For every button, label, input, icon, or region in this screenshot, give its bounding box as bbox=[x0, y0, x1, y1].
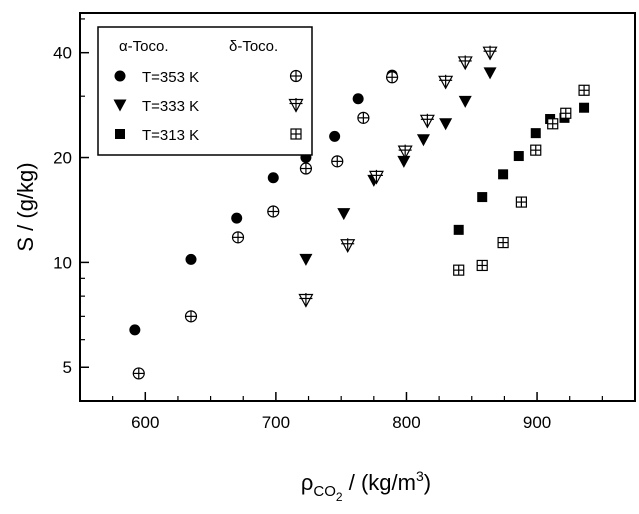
x-axis-title-rest: / (kg/m bbox=[343, 470, 416, 495]
data-point-s5-p7 bbox=[578, 84, 590, 96]
legend-marker-delta-2 bbox=[290, 128, 302, 140]
legend-header-delta: δ-Toco. bbox=[229, 38, 278, 55]
legend-marker-alpha-1 bbox=[113, 99, 127, 112]
data-point-s5-p5 bbox=[547, 118, 559, 130]
legend-box bbox=[97, 26, 313, 156]
x-tick-label-800: 800 bbox=[392, 413, 420, 432]
data-point-s4-p2 bbox=[498, 169, 509, 180]
x-axis-title: ρCO2 / (kg/m3) bbox=[301, 468, 431, 504]
data-point-s0-p6 bbox=[352, 93, 364, 105]
x-tick-label-900: 900 bbox=[523, 413, 551, 432]
x-axis-ticks: 600 700 800 900 bbox=[112, 392, 603, 432]
data-point-s1-p5 bbox=[331, 155, 344, 168]
svg-text:ρCO2 / (kg/m3): ρCO2 / (kg/m3) bbox=[301, 468, 431, 504]
data-point-s0-p1 bbox=[185, 253, 197, 265]
x-tick-label-700: 700 bbox=[262, 413, 290, 432]
data-point-s2-p1 bbox=[337, 208, 351, 221]
data-point-s4-p3 bbox=[513, 151, 524, 162]
data-point-s3-p1 bbox=[340, 238, 356, 254]
data-point-s3-p6 bbox=[457, 55, 473, 71]
data-point-s3-p2 bbox=[368, 169, 384, 185]
y-tick-label-10: 10 bbox=[53, 253, 72, 272]
data-point-s2-p4 bbox=[416, 134, 430, 147]
data-point-s5-p2 bbox=[497, 236, 509, 249]
x-axis-title-base: ρ bbox=[301, 470, 314, 495]
data-point-s3-p7 bbox=[482, 45, 498, 61]
y-tick-label-5: 5 bbox=[63, 358, 72, 377]
data-point-s1-p0 bbox=[132, 367, 145, 380]
x-axis-title-close: ) bbox=[424, 470, 431, 495]
data-point-s3-p4 bbox=[419, 113, 435, 129]
legend-row-313: T=313 K bbox=[142, 127, 199, 144]
data-point-s1-p2 bbox=[231, 231, 245, 244]
data-point-s5-p1 bbox=[476, 259, 488, 272]
legend-row-353: T=353 K bbox=[142, 69, 199, 86]
data-point-s4-p1 bbox=[477, 192, 488, 203]
data-point-s2-p7 bbox=[483, 67, 497, 80]
x-axis-title-sup: 3 bbox=[416, 468, 424, 484]
data-point-s5-p3 bbox=[515, 196, 527, 208]
legend-marker-delta-0 bbox=[289, 69, 303, 83]
legend-marker-delta-1 bbox=[288, 98, 304, 113]
legend-marker-alpha-0 bbox=[114, 70, 126, 82]
legend-markers bbox=[113, 69, 304, 140]
plot-frame bbox=[79, 12, 636, 402]
data-point-s2-p3 bbox=[397, 155, 411, 168]
legend-marker-alpha-2 bbox=[115, 129, 125, 139]
data-point-s2-p6 bbox=[458, 95, 472, 108]
y-tick-label-20: 20 bbox=[53, 149, 72, 168]
data-point-s4-p7 bbox=[579, 102, 590, 113]
x-axis-title-subsub: 2 bbox=[336, 490, 343, 504]
data-point-s1-p4 bbox=[299, 162, 313, 175]
x-tick-label-600: 600 bbox=[131, 413, 159, 432]
data-point-s3-p5 bbox=[438, 74, 454, 90]
data-point-s1-p3 bbox=[267, 205, 280, 218]
legend: α-Toco. δ-Toco. T=353 K T=333 K T=313 K bbox=[97, 26, 313, 156]
legend-header-alpha: α-Toco. bbox=[119, 38, 169, 55]
data-point-s5-p0 bbox=[453, 264, 465, 276]
data-markers bbox=[129, 45, 590, 380]
x-axis-title-sub: CO bbox=[313, 483, 336, 500]
data-point-s0-p5 bbox=[329, 130, 341, 142]
plot-area: 600 700 800 900 5 10 20 40 bbox=[53, 12, 636, 432]
data-point-s5-p6 bbox=[560, 107, 572, 119]
y-axis-ticks: 5 10 20 40 bbox=[53, 18, 89, 377]
data-point-s2-p0 bbox=[299, 253, 313, 266]
data-point-s3-p3 bbox=[397, 144, 413, 160]
y-axis-title: S / (g/kg) bbox=[13, 162, 38, 251]
y-tick-label-40: 40 bbox=[53, 44, 72, 63]
data-point-s3-p0 bbox=[298, 292, 314, 308]
legend-row-333: T=333 K bbox=[142, 98, 199, 115]
data-point-s1-p7 bbox=[386, 71, 399, 84]
data-point-s1-p1 bbox=[184, 310, 198, 323]
data-point-s0-p2 bbox=[231, 212, 243, 224]
data-point-s0-p0 bbox=[129, 324, 141, 336]
data-point-s4-p4 bbox=[530, 128, 541, 139]
data-point-s2-p5 bbox=[439, 118, 453, 131]
data-point-s0-p3 bbox=[267, 172, 279, 184]
data-point-s5-p4 bbox=[530, 144, 542, 156]
data-point-s1-p6 bbox=[357, 111, 370, 124]
data-point-s4-p0 bbox=[453, 224, 464, 235]
